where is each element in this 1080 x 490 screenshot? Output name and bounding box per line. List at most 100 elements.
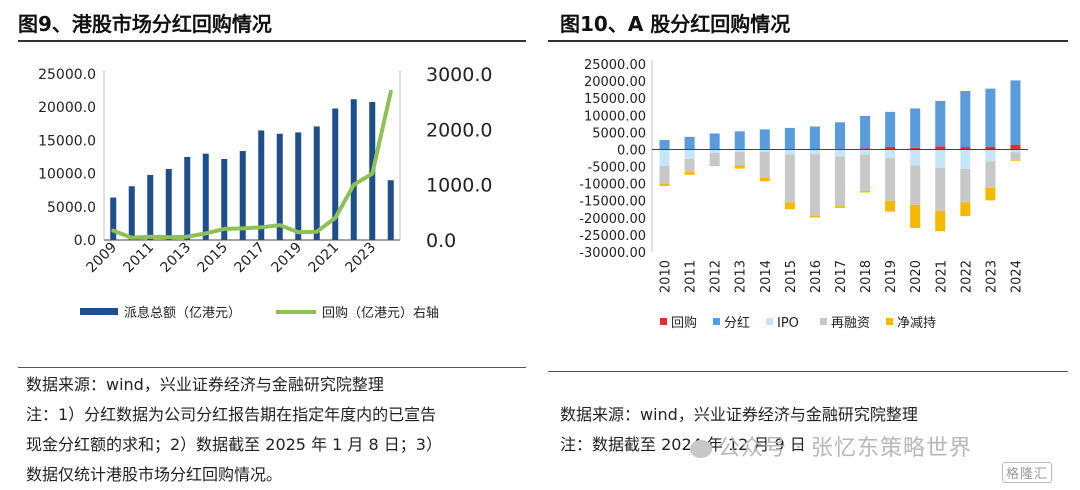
stacked-bar-segment xyxy=(910,149,921,166)
left-source-notes: 数据来源：wind，兴业证券经济与金融研究院整理 注：1）分红数据为公司分红报告… xyxy=(26,370,442,490)
left-note-line: 现金分红额的求和；2）数据截至 2025 年 1 月 8 日；3） xyxy=(26,435,442,454)
stacked-bar-segment xyxy=(985,149,996,162)
left-title-rule xyxy=(18,40,526,42)
dividend-bar xyxy=(110,197,117,240)
stacked-bar-segment xyxy=(759,177,770,182)
stacked-bar-segment xyxy=(860,148,871,150)
y-tick-label: 0.00 xyxy=(617,143,646,158)
wechat-icon xyxy=(690,440,712,458)
stacked-bar-segment xyxy=(684,172,695,175)
stacked-bar-segment xyxy=(734,131,745,150)
stacked-bar-segment xyxy=(960,168,971,203)
stacked-bar-segment xyxy=(835,122,845,149)
stacked-bar-segment xyxy=(1010,159,1021,161)
stacked-bar-segment xyxy=(759,151,770,178)
dividend-bar xyxy=(147,174,154,240)
stacked-bar-segment xyxy=(709,164,720,166)
legend-swatch xyxy=(660,318,667,325)
stacked-bar-segment xyxy=(1010,149,1021,153)
stacked-bar-segment xyxy=(985,146,996,150)
stacked-bar-segment xyxy=(960,149,971,169)
stacked-bar-segment xyxy=(860,149,871,155)
dividend-bar xyxy=(295,132,302,240)
left-y-tick-label: 25000.0 xyxy=(38,67,96,83)
y-tick-label: 10000.00 xyxy=(584,109,646,124)
stacked-bar-segment xyxy=(860,190,871,193)
x-tick-label: 2012 xyxy=(709,260,724,293)
stacked-bar-segment xyxy=(885,158,896,201)
stacked-bar-segment xyxy=(659,140,670,150)
stacked-bar-segment xyxy=(809,149,820,155)
stacked-bar-segment xyxy=(1010,152,1021,160)
stacked-bar-segment xyxy=(784,202,795,210)
left-y-tick-label: 0.0 xyxy=(74,233,96,249)
right-source-rule xyxy=(548,371,1068,372)
legend-label: 净减持 xyxy=(897,316,936,331)
y-tick-label: 25000.00 xyxy=(584,58,646,73)
left-y-tick-label: 15000.0 xyxy=(38,133,96,149)
stacked-bar-segment xyxy=(784,154,795,203)
stacked-bar-segment xyxy=(835,156,845,207)
x-tick-label: 2023 xyxy=(984,260,999,293)
x-tick-label: 2022 xyxy=(959,260,974,293)
legend-label: 分红 xyxy=(724,315,750,331)
x-tick-label: 2023 xyxy=(343,240,380,277)
dividend-bar xyxy=(387,180,394,240)
dividend-bar xyxy=(332,108,339,240)
stacked-bar-segment xyxy=(734,151,745,166)
dividend-bar xyxy=(313,126,320,240)
stacked-bar-segment xyxy=(885,200,896,212)
x-tick-label: 2011 xyxy=(121,240,158,277)
y-tick-label: 15000.00 xyxy=(584,92,646,107)
x-tick-label: 2010 xyxy=(659,260,674,293)
stacked-bar-segment xyxy=(835,149,845,157)
stacked-bar-segment xyxy=(709,133,720,150)
left-source-line: 数据来源：wind，兴业证券经济与金融研究院整理 xyxy=(26,375,384,394)
stacked-bar-segment xyxy=(659,149,670,166)
stacked-bar-segment xyxy=(1010,80,1021,145)
right-chart-title: 图10、A 股分红回购情况 xyxy=(560,12,791,36)
x-tick-label: 2015 xyxy=(195,240,232,277)
x-tick-label: 2013 xyxy=(158,240,195,277)
x-tick-label: 2011 xyxy=(684,260,699,293)
x-tick-label: 2019 xyxy=(269,240,306,277)
stacked-bar-segment xyxy=(935,167,946,211)
stacked-bar-segment xyxy=(885,146,896,150)
hk-dividend-buyback-chart: 0.0 5000.0 10000.0 15000.0 20000.0 25000.0 0.0… xyxy=(38,64,492,321)
x-tick-label: 2019 xyxy=(884,260,899,293)
stacked-bar-segment xyxy=(885,111,896,147)
y-tick-label: -30000.00 xyxy=(579,246,646,261)
stacked-bar-segment xyxy=(910,204,921,229)
right-y-tick-label: 2000.0 xyxy=(426,119,492,141)
legend-label: 回购 xyxy=(671,315,697,331)
stacked-bar-segment xyxy=(910,108,921,148)
legend-label: IPO xyxy=(777,316,799,331)
stacked-bar-segment xyxy=(659,165,670,184)
stacked-bar-segment xyxy=(910,147,921,150)
stacked-bar-segment xyxy=(1010,144,1021,150)
legend-swatch-dividend xyxy=(80,308,118,315)
stacked-bar-segment xyxy=(985,88,996,147)
x-tick-label: 2014 xyxy=(759,260,774,293)
stacked-bar-segment xyxy=(684,159,695,173)
watermark-text: 公众号 · 张忆东策略世界 xyxy=(690,430,972,462)
stacked-bar-segment xyxy=(860,154,871,191)
x-tick-label: 2020 xyxy=(909,260,924,293)
a-share-dividend-buyback-chart: 25000.00 20000.00 15000.00 10000.00 5000.00 0… xyxy=(579,58,1028,331)
right-title-rule xyxy=(548,40,1068,42)
stacked-bar-segment xyxy=(935,146,946,150)
stacked-bar-segment xyxy=(709,152,720,165)
right-y-tick-label: 3000.0 xyxy=(426,64,492,86)
stacked-bar-segment xyxy=(784,127,795,150)
left-note-line: 数据仅统计港股市场分红回购情况。 xyxy=(26,465,283,484)
y-tick-label: 20000.00 xyxy=(584,75,646,90)
stacked-bar-segment xyxy=(910,165,921,205)
stacked-bar-segment xyxy=(784,149,795,155)
stacked-bar-segment xyxy=(734,165,745,169)
dividend-bar xyxy=(184,157,191,240)
x-tick-label: 2021 xyxy=(306,240,343,277)
dividend-bar xyxy=(239,151,246,240)
stacked-bar-segment xyxy=(935,100,946,147)
stacked-bar-segment xyxy=(860,115,871,149)
stacked-bar-segment xyxy=(809,215,820,218)
